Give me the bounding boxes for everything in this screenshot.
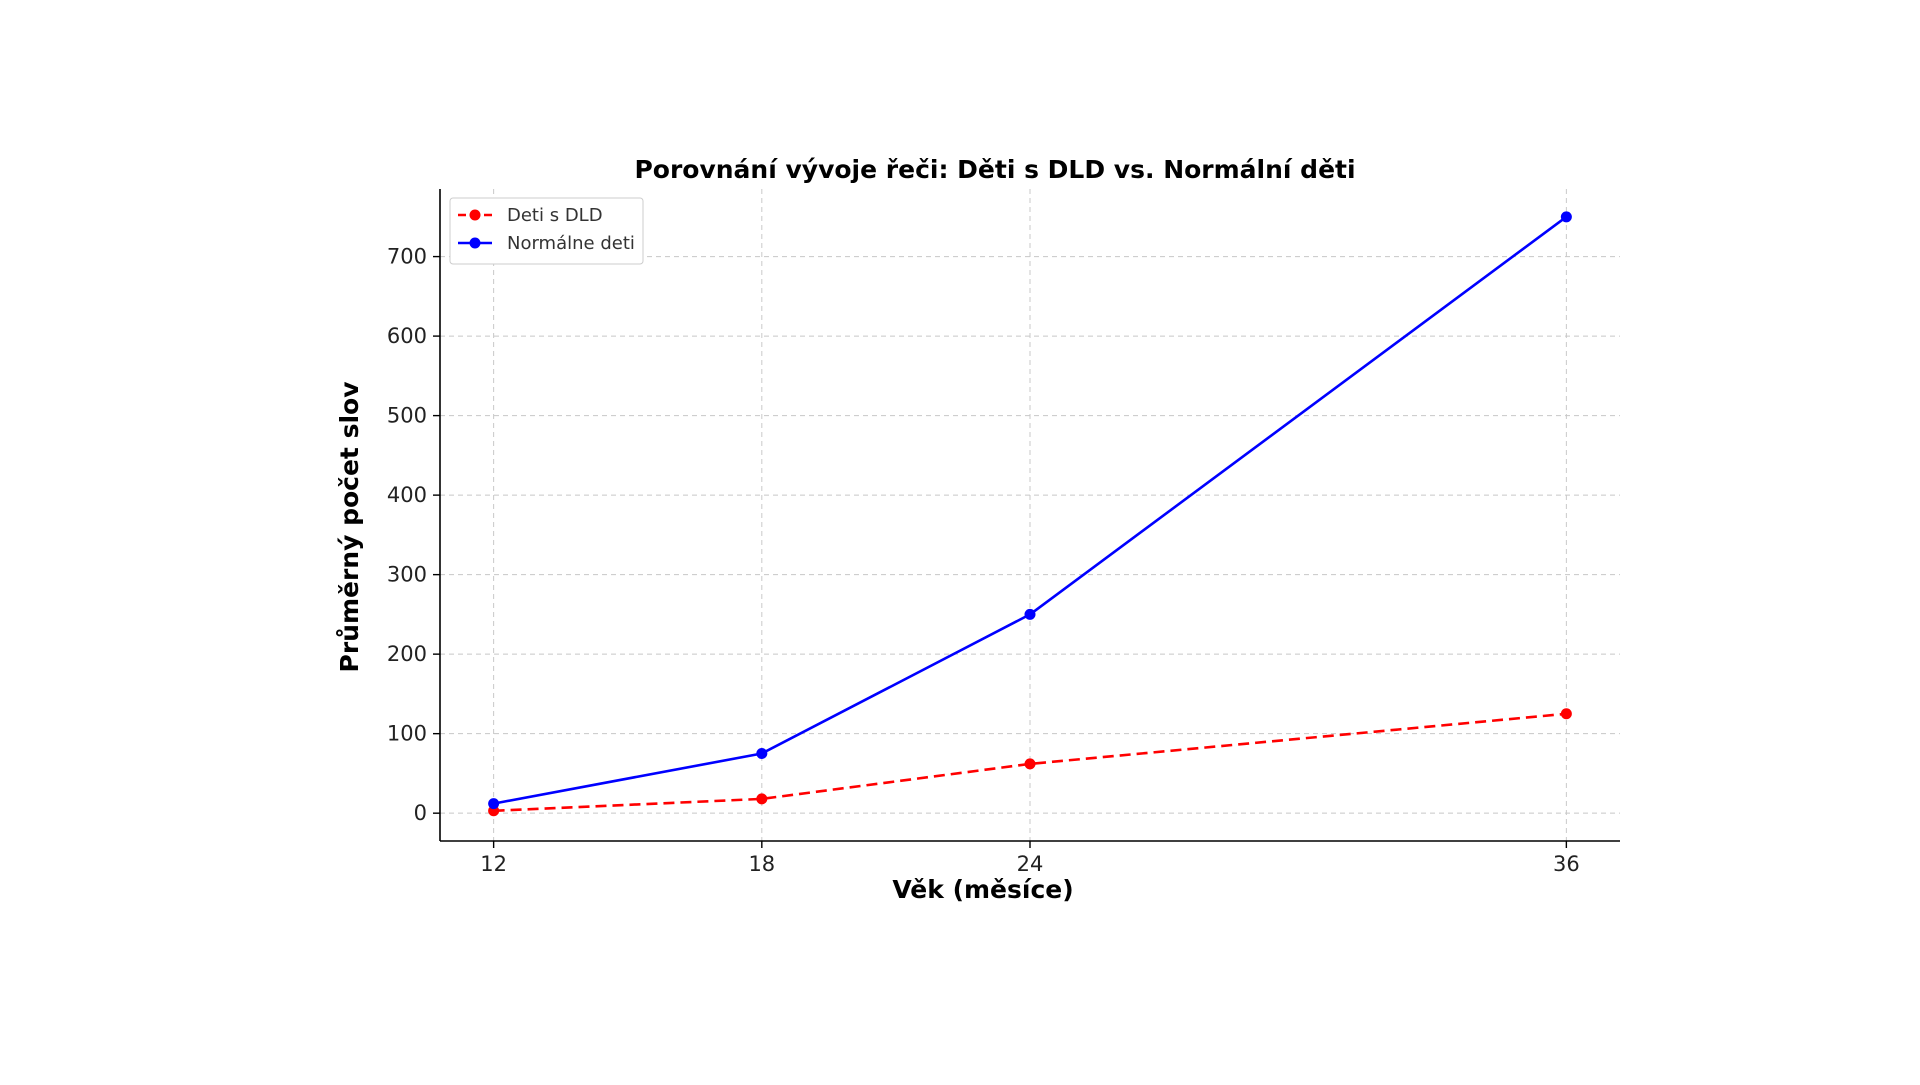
legend: Deti s DLD Normálne deti <box>449 197 644 265</box>
x-axis-label: Věk (měsíce) <box>892 875 1073 904</box>
y-tick-label-0: 0 <box>414 801 427 825</box>
y-tick-label-700: 700 <box>387 245 427 269</box>
y-tick-label-100: 100 <box>387 722 427 746</box>
data-point-norm-lne-deti-24 <box>1024 608 1036 620</box>
data-point-norm-lne-deti-12 <box>488 798 500 810</box>
x-tick-label-36: 36 <box>1553 852 1580 876</box>
y-tick-label-500: 500 <box>387 404 427 428</box>
y-tick-label-300: 300 <box>387 563 427 587</box>
x-tick-label-18: 18 <box>748 852 775 876</box>
legend-box <box>449 197 644 265</box>
series-group <box>488 211 1572 817</box>
y-axis-label: Průměrný počet slov <box>335 381 364 672</box>
data-point-deti-s-dld-18 <box>756 793 768 805</box>
data-point-deti-s-dld-36 <box>1560 708 1572 720</box>
data-point-norm-lne-deti-36 <box>1560 211 1572 223</box>
series-line-deti-s-dld <box>493 712 1567 813</box>
y-tick-label-400: 400 <box>387 483 427 507</box>
grid <box>440 189 1620 841</box>
chart-title: Porovnání vývoje řeči: Děti s DLD vs. No… <box>634 155 1355 184</box>
x-tick-label-12: 12 <box>480 852 507 876</box>
y-tick-label-600: 600 <box>387 324 427 348</box>
x-tick-label-24: 24 <box>1017 852 1044 876</box>
data-point-deti-s-dld-24 <box>1024 758 1036 770</box>
legend-label-norm-lne-deti: Normálne deti <box>507 233 635 254</box>
series-line-norm-lne-deti <box>493 215 1568 805</box>
data-point-norm-lne-deti-18 <box>756 748 768 760</box>
legend-swatch-marker-deti-s-dld <box>469 209 481 221</box>
legend-label-deti-s-dld: Deti s DLD <box>507 205 603 226</box>
y-tick-label-200: 200 <box>387 642 427 666</box>
ticks: 0 100 200 300 400 500 600 700 12 18 24 36 <box>387 245 1580 876</box>
legend-swatch-marker-norm-lne-deti <box>469 237 481 249</box>
